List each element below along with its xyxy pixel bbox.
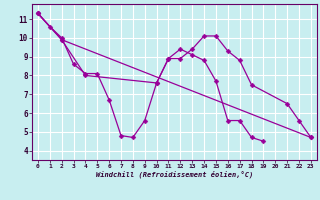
- X-axis label: Windchill (Refroidissement éolien,°C): Windchill (Refroidissement éolien,°C): [96, 171, 253, 178]
